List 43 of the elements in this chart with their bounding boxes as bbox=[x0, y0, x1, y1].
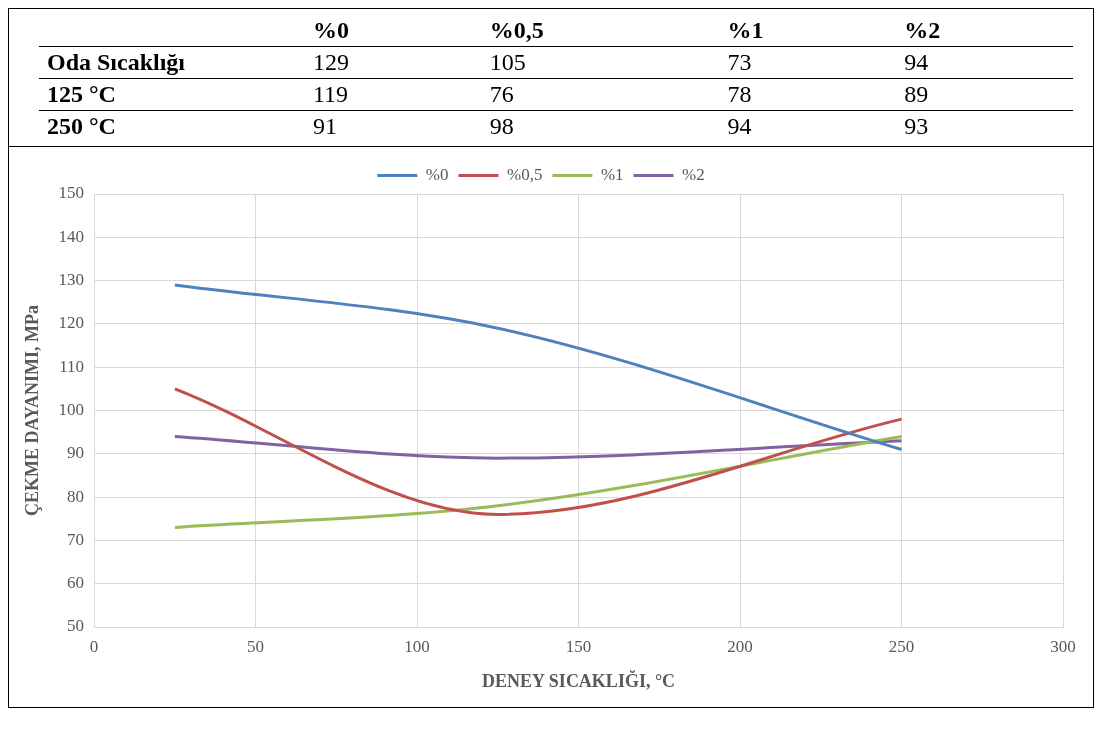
legend-label: %2 bbox=[682, 164, 705, 184]
data-label: 98 bbox=[488, 112, 515, 141]
x-tick-label: %0,5 bbox=[488, 16, 545, 45]
x-tick-label: %0 bbox=[312, 16, 350, 45]
y-tick-label: 100 bbox=[58, 399, 85, 419]
data-label: 94 bbox=[726, 112, 753, 141]
x-tick-label: 250 bbox=[888, 636, 915, 656]
y-tick-label: 80 bbox=[67, 486, 85, 506]
data-label: 93 bbox=[903, 112, 930, 141]
legend-label: %0 bbox=[425, 164, 449, 184]
y-tick-label: 130 bbox=[58, 270, 85, 290]
y-tick-label: 70 bbox=[67, 529, 85, 549]
y-tick-label: 140 bbox=[58, 226, 85, 246]
data-label: 119 bbox=[312, 80, 350, 109]
x-tick-label: 0 bbox=[89, 636, 99, 656]
x-tick-label: 300 bbox=[1050, 636, 1076, 656]
y-tick-label: Oda Sıcaklığı bbox=[46, 48, 187, 77]
y-tick-label: 60 bbox=[67, 573, 85, 593]
legend-label: %0,5 bbox=[506, 164, 543, 184]
x-tick-label: %2 bbox=[903, 16, 942, 45]
x-tick-label: 100 bbox=[404, 636, 430, 656]
x-tick-label: 150 bbox=[565, 636, 592, 656]
y-tick-label: 150 bbox=[58, 183, 85, 203]
y-tick-label: 250 °C bbox=[46, 112, 117, 141]
y-axis-title: ÇEKME DAYANIMI, MPa bbox=[22, 304, 43, 517]
data-label: 105 bbox=[488, 48, 527, 77]
legend-label: %1 bbox=[600, 164, 624, 184]
data-label: 73 bbox=[726, 48, 753, 77]
y-tick-label: 90 bbox=[67, 443, 85, 463]
data-label: 129 bbox=[312, 48, 350, 77]
data-label: 89 bbox=[903, 80, 930, 109]
data-label: 94 bbox=[903, 48, 930, 77]
data-label: 76 bbox=[488, 80, 515, 109]
data-label: 91 bbox=[312, 112, 338, 141]
x-axis-title: DENEY SICAKLIĞI, °C bbox=[482, 669, 676, 691]
x-tick-label: 50 bbox=[247, 636, 265, 656]
y-tick-label: 50 bbox=[67, 616, 85, 636]
x-tick-label: 200 bbox=[727, 636, 753, 656]
y-tick-label: 120 bbox=[58, 313, 85, 333]
data-label: 78 bbox=[726, 80, 753, 109]
y-tick-label: 125 °C bbox=[46, 80, 117, 109]
x-tick-label: %1 bbox=[726, 16, 765, 45]
y-tick-label: 110 bbox=[59, 356, 85, 376]
